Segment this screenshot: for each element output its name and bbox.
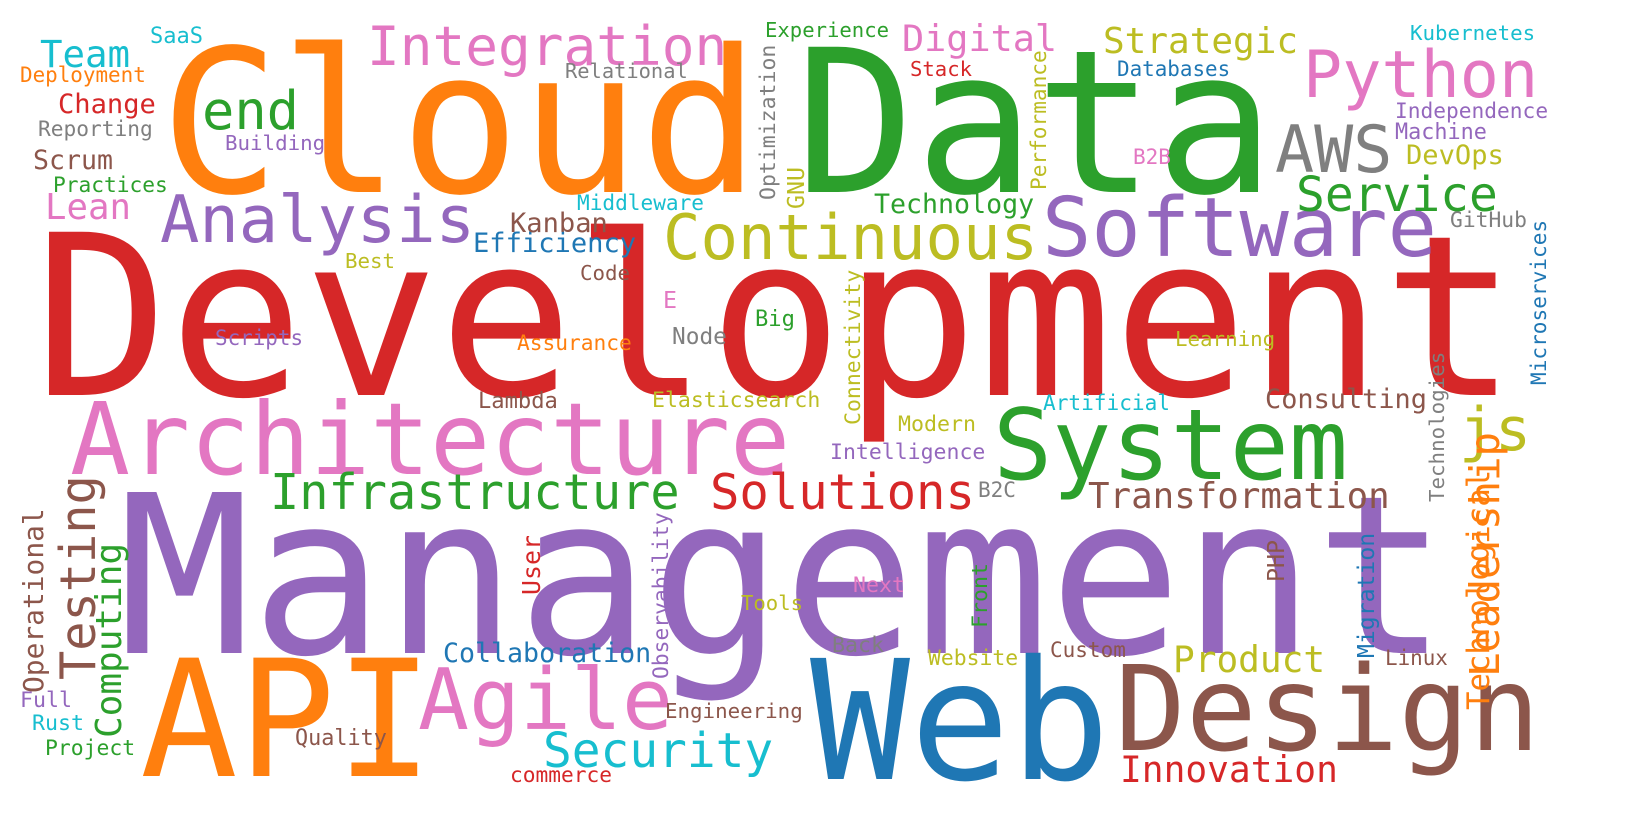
word-integration: Integration	[367, 15, 728, 79]
word-user: User	[517, 535, 546, 595]
word-experience: Experience	[765, 17, 889, 42]
word-custom: Custom	[1050, 638, 1126, 663]
word-reporting: Reporting	[38, 116, 153, 142]
word-website: Website	[928, 646, 1019, 672]
word-observability: Observability	[649, 512, 674, 679]
word-databases: Databases	[1117, 56, 1231, 81]
word-aws: AWS	[1275, 113, 1393, 188]
word-gnu: GNU	[783, 166, 810, 209]
word-front: Front	[968, 562, 993, 628]
word-team: Team	[40, 32, 131, 76]
word-deployment: Deployment	[20, 62, 146, 87]
word-learning: Learning	[1175, 326, 1276, 351]
word-data: Data	[795, 8, 1275, 240]
word-big: Big	[755, 305, 795, 332]
word-kubernetes: Kubernetes	[1410, 20, 1536, 45]
word-modern: Modern	[898, 412, 977, 438]
word-b2c: B2C	[978, 478, 1016, 503]
word-solutions: Solutions	[710, 463, 975, 521]
word-e: E	[663, 287, 678, 314]
word-php: PHP	[1263, 539, 1290, 582]
word-project: Project	[45, 736, 136, 762]
word-management: Management	[118, 449, 1448, 706]
word-infrastructure: Infrastructure	[270, 464, 680, 521]
word-tools: Tools	[741, 590, 803, 615]
word-engineering: Engineering	[665, 698, 803, 723]
word-web: Web	[810, 626, 1110, 819]
word-digital: Digital	[902, 16, 1058, 60]
word-design: Design	[1115, 641, 1541, 779]
word-linux: Linux	[1385, 645, 1448, 670]
word-performance: Performance	[1026, 50, 1051, 190]
word-consulting: Consulting	[1265, 383, 1427, 415]
word-building: Building	[225, 130, 326, 155]
word-quality: Quality	[295, 726, 387, 752]
word-b2b: B2B	[1133, 145, 1171, 170]
word-collaboration: Collaboration	[443, 637, 652, 669]
word-end: end	[202, 79, 299, 143]
word-practices: Practices	[53, 172, 168, 198]
word-node: Node	[672, 323, 727, 350]
word-scrum: Scrum	[33, 144, 114, 176]
word-computing: Computing	[89, 542, 130, 738]
word-system: System	[993, 389, 1349, 503]
word-optimization: Optimization	[756, 44, 781, 200]
word-service: Service	[1296, 168, 1498, 224]
word-independence: Independence	[1395, 98, 1549, 124]
word-innovation: Innovation	[1120, 748, 1338, 791]
word-efficiency: Efficiency	[473, 228, 637, 260]
word-relational: Relational	[565, 58, 688, 83]
word-security: Security	[543, 724, 774, 780]
word-python: Python	[1303, 38, 1539, 114]
word-product: Product	[1173, 639, 1326, 682]
word-scripts: Scripts	[215, 325, 304, 350]
word-technology: Technology	[874, 189, 1035, 221]
word-lean: Lean	[45, 187, 131, 228]
word-change: Change	[58, 89, 156, 121]
word-architecture: Architecture	[70, 381, 791, 498]
word-connectivity: Connectivity	[841, 269, 866, 425]
word-kanban: Kanban	[510, 208, 608, 240]
word-technologies: Technologies	[1425, 351, 1449, 502]
word-github: GitHub	[1450, 208, 1527, 234]
word-commerce: commerce	[510, 762, 613, 788]
word-saas: SaaS	[150, 24, 203, 49]
word-js: js	[1459, 395, 1532, 466]
word-elasticsearch: Elasticsearch	[652, 388, 821, 414]
word-software: Software	[1042, 181, 1437, 276]
word-middleware: Middleware	[577, 190, 704, 216]
word-next: Next	[853, 573, 906, 599]
word-best: Best	[345, 248, 396, 273]
word-code: Code	[580, 260, 631, 285]
word-migration: Migration	[1354, 532, 1380, 658]
word-cloud-term: Cloud	[160, 8, 760, 240]
word-microservices: Microservices	[1526, 219, 1551, 385]
word-agile: Agile	[418, 650, 673, 749]
word-continuous: Continuous	[663, 200, 1039, 274]
word-lambda: Lambda	[478, 388, 558, 414]
word-rust: Rust	[32, 711, 85, 737]
word-artificial: Artificial	[1043, 390, 1170, 416]
word-devops: DevOps	[1406, 140, 1504, 171]
word-operational: Operational	[17, 508, 50, 693]
word-full: Full	[20, 688, 73, 714]
word-analysis: Analysis	[160, 182, 475, 259]
word-stack: Stack	[910, 56, 972, 81]
word-back: Back	[832, 633, 885, 659]
word-machine: Machine	[1395, 120, 1487, 146]
word-assurance: Assurance	[517, 330, 632, 356]
word-transformation: Transformation	[1088, 476, 1390, 518]
word-development: Development	[34, 187, 1518, 448]
word-intelligence: Intelligence	[830, 440, 986, 466]
word-api: API	[140, 626, 434, 815]
word-technological: Technological	[1462, 469, 1497, 710]
word-strategic: Strategic	[1103, 21, 1299, 62]
